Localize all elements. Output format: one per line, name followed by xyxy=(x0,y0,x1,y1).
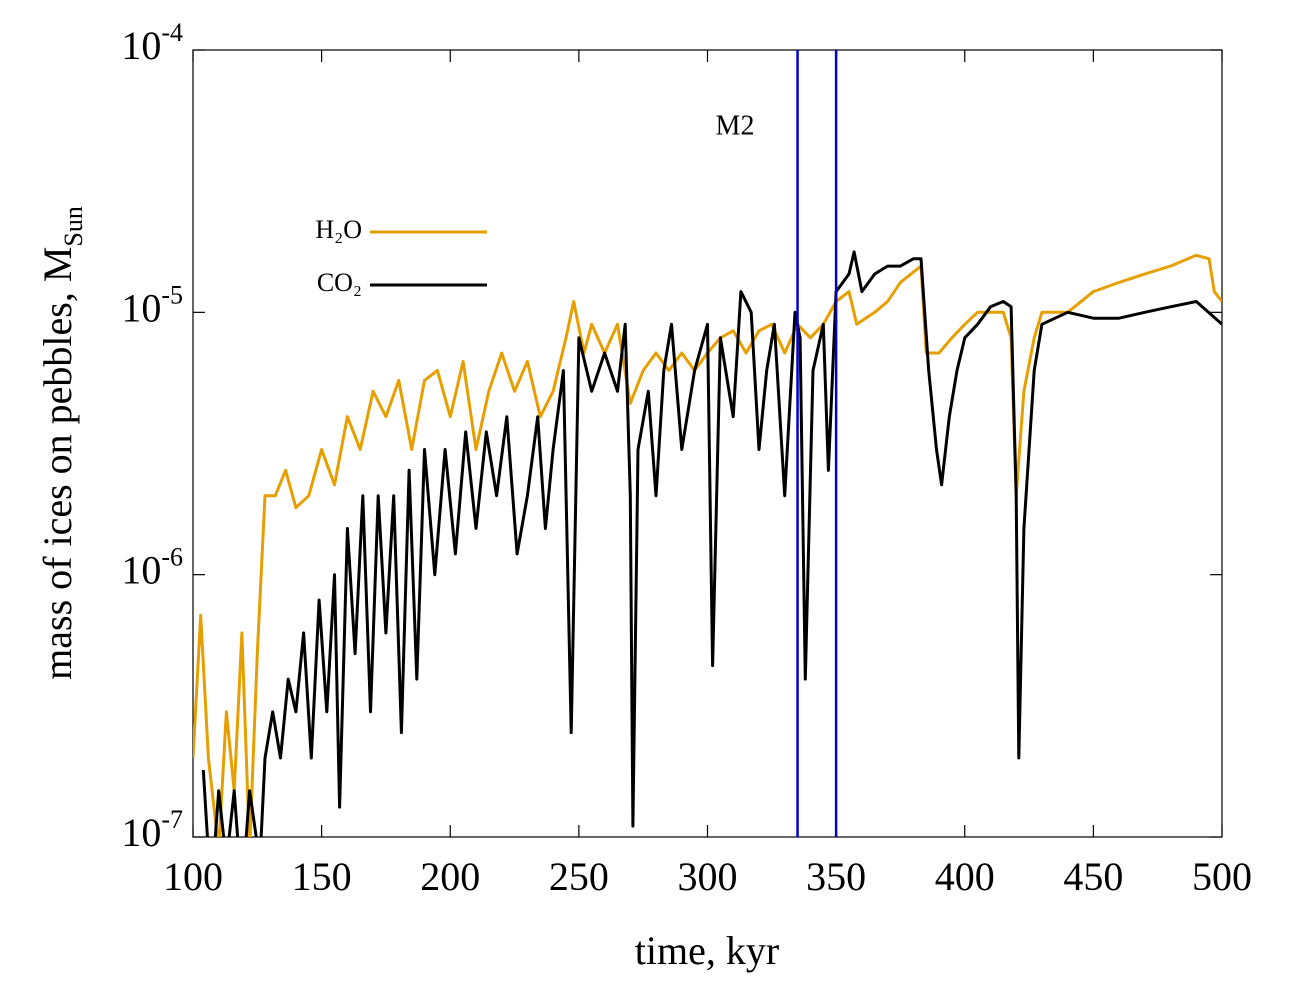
y-tick-base: 10 xyxy=(121,23,161,68)
annotation: M2 xyxy=(716,110,755,141)
y-axis-label-sub: Sun xyxy=(59,206,88,246)
y-tick-exponent: -5 xyxy=(161,281,183,310)
y-tick-label: 10-5 xyxy=(121,281,183,331)
y-tick-base: 10 xyxy=(121,548,161,593)
x-tick-label: 200 xyxy=(420,854,480,899)
x-tick-label: 250 xyxy=(549,854,609,899)
y-tick-label: 10-4 xyxy=(121,18,183,68)
y-tick-base: 10 xyxy=(121,810,161,855)
legend-label: H₂O xyxy=(315,215,362,244)
legend-label: CO₂ xyxy=(317,268,362,297)
data-line xyxy=(201,250,1222,837)
plot-area xyxy=(193,250,1222,837)
y-tick-exponent: -6 xyxy=(161,543,183,572)
y-tick-exponent: -4 xyxy=(161,18,183,47)
x-tick-label: 150 xyxy=(292,854,352,899)
data-line xyxy=(193,253,1222,837)
x-tick-label: 500 xyxy=(1192,854,1252,899)
x-tick-label: 300 xyxy=(678,854,738,899)
y-tick-label: 10-6 xyxy=(121,543,183,593)
y-tick-label: 10-7 xyxy=(121,805,183,855)
y-tick-base: 10 xyxy=(121,286,161,331)
x-tick-label: 100 xyxy=(163,854,223,899)
plot-frame xyxy=(192,49,1223,838)
y-axis-label: mass of ices on pebbles, MSun xyxy=(35,206,88,680)
x-tick-label: 400 xyxy=(935,854,995,899)
y-tick-exponent: -7 xyxy=(161,805,183,834)
y-axis-label-text: mass of ices on pebbles, M xyxy=(35,247,80,680)
x-tick-label: 350 xyxy=(806,854,866,899)
x-axis-label: time, kyr xyxy=(635,928,779,973)
x-tick-label: 450 xyxy=(1063,854,1123,899)
